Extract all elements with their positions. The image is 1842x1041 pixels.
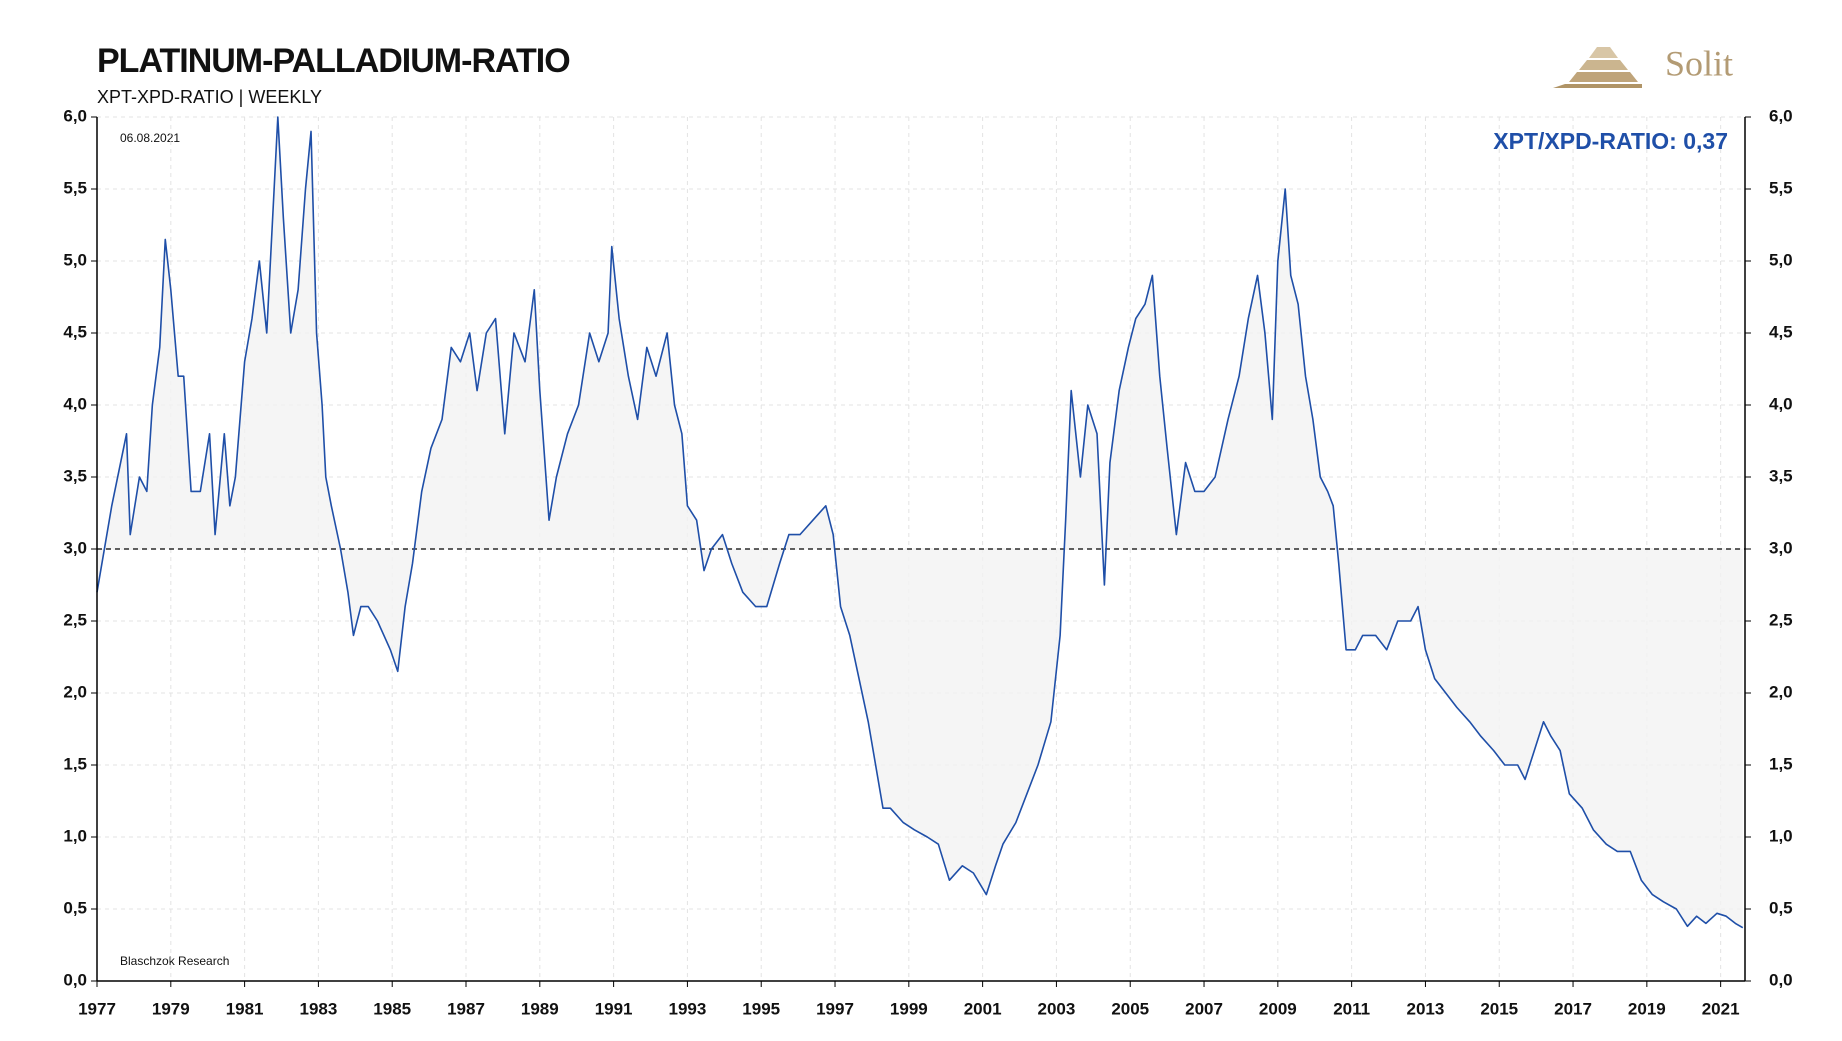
x-tick-label: 2017 xyxy=(1554,999,1592,1018)
x-tick-label: 1999 xyxy=(890,999,928,1018)
date-note: 06.08.2021 xyxy=(120,131,180,145)
x-tick-label: 1991 xyxy=(595,999,633,1018)
y-tick-label: 0,0 xyxy=(63,970,87,989)
area-shade xyxy=(97,117,1743,928)
x-tick-label: 2013 xyxy=(1407,999,1445,1018)
x-tick-label: 2009 xyxy=(1259,999,1297,1018)
y-tick-label: 0,5 xyxy=(63,898,87,917)
x-tick-label: 2007 xyxy=(1185,999,1223,1018)
x-tick-label: 1987 xyxy=(447,999,485,1018)
x-tick-label: 1981 xyxy=(226,999,264,1018)
y2-tick-label: 2,0 xyxy=(1769,682,1793,701)
x-tick-label: 1993 xyxy=(669,999,707,1018)
y2-tick-label: 5,5 xyxy=(1769,178,1793,197)
y-tick-label: 4,0 xyxy=(63,394,87,413)
y2-tick-label: 0,5 xyxy=(1769,898,1793,917)
y2-tick-label: 4,0 xyxy=(1769,394,1793,413)
x-tick-label: 2001 xyxy=(964,999,1002,1018)
x-tick-label: 1977 xyxy=(78,999,116,1018)
y-tick-label: 1,0 xyxy=(63,826,87,845)
x-tick-label: 1983 xyxy=(299,999,337,1018)
x-tick-label: 2005 xyxy=(1111,999,1149,1018)
y-tick-label: 2,0 xyxy=(63,682,87,701)
x-tick-label: 1997 xyxy=(816,999,854,1018)
series-line xyxy=(96,116,1744,929)
y-tick-label: 6,0 xyxy=(63,106,87,125)
y-tick-label: 4,5 xyxy=(63,322,87,341)
plot-area xyxy=(96,116,1745,929)
x-tick-label: 2003 xyxy=(1038,999,1076,1018)
x-tick-label: 2021 xyxy=(1702,999,1740,1018)
chart-title: PLATINUM-PALLADIUM-RATIO xyxy=(97,42,570,80)
axes: 0,0 0,0 0,5 0,5 1,0 1,0 1,5 1,5 2,0 2,0 2,5 2,5 3,0 3… xyxy=(63,106,1792,1018)
y2-tick-label: 1,0 xyxy=(1769,826,1793,845)
y-tick-label: 3,5 xyxy=(63,466,87,485)
chart-subtitle: XPT-XPD-RATIO | WEEKLY xyxy=(97,87,322,107)
y-tick-label: 2,5 xyxy=(63,610,87,629)
logo-mark xyxy=(1553,47,1642,88)
y2-tick-label: 1,5 xyxy=(1769,754,1793,773)
x-tick-label: 1995 xyxy=(742,999,780,1018)
y2-tick-label: 3,5 xyxy=(1769,466,1793,485)
y-tick-label: 5,0 xyxy=(63,250,87,269)
x-tick-label: 1979 xyxy=(152,999,190,1018)
x-tick-label: 2015 xyxy=(1480,999,1518,1018)
y-tick-label: 1,5 xyxy=(63,754,87,773)
y2-tick-label: 2,5 xyxy=(1769,610,1793,629)
y2-tick-label: 4,5 xyxy=(1769,322,1793,341)
x-tick-label: 1985 xyxy=(373,999,411,1018)
y2-tick-label: 6,0 xyxy=(1769,106,1793,125)
x-tick-label: 2011 xyxy=(1333,999,1370,1018)
y-tick-label: 3,0 xyxy=(63,538,87,557)
source-note: Blaschzok Research xyxy=(120,954,229,968)
y-tick-label: 5,5 xyxy=(63,178,87,197)
y2-tick-label: 3,0 xyxy=(1769,538,1793,557)
x-tick-label: 2019 xyxy=(1628,999,1666,1018)
y2-tick-label: 0,0 xyxy=(1769,970,1793,989)
value-annotation: XPT/XPD-RATIO: 0,37 xyxy=(1493,128,1728,154)
y2-tick-label: 5,0 xyxy=(1769,250,1793,269)
logo-text: Solit xyxy=(1665,43,1733,83)
x-tick-label: 1989 xyxy=(521,999,559,1018)
